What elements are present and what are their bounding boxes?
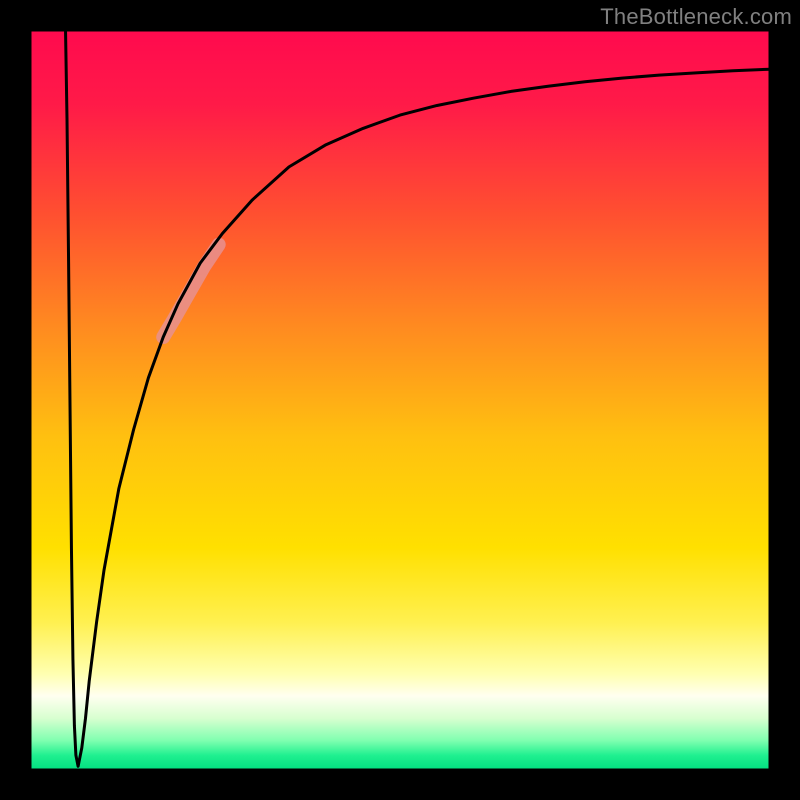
watermark-text: TheBottleneck.com: [600, 4, 792, 30]
chart-container: TheBottleneck.com: [0, 0, 800, 800]
bottleneck-chart: [0, 0, 800, 800]
